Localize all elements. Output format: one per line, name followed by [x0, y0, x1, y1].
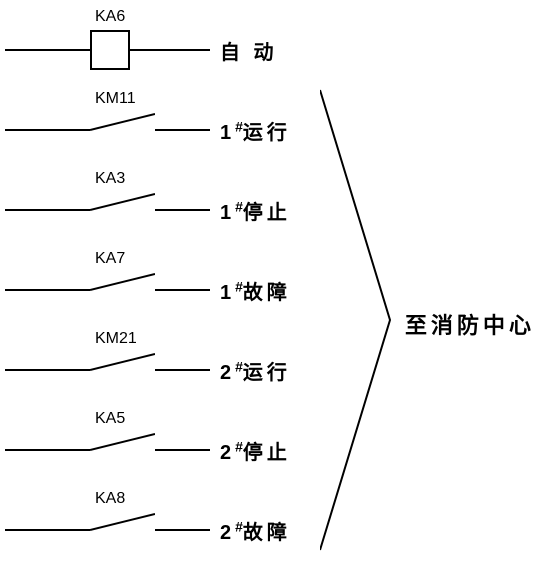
wire: [155, 289, 210, 291]
signal-prefix: 1: [220, 202, 235, 224]
wire: [155, 129, 210, 131]
signal-text: 停止: [243, 202, 291, 224]
signal-text: 停止: [243, 442, 291, 464]
wire: [5, 129, 90, 131]
wire: [5, 49, 90, 51]
signal-text: 运行: [243, 362, 291, 384]
wire: [5, 369, 90, 371]
signal-prefix: 1: [220, 282, 235, 304]
signal-label: 1#故障: [220, 276, 291, 305]
signal-prefix: 2: [220, 442, 235, 464]
output-label: 至消防中心: [405, 308, 535, 340]
signal-text: 自 动: [220, 42, 278, 64]
signal-superscript: #: [235, 278, 243, 294]
wire: [130, 49, 210, 51]
signal-prefix: 1: [220, 122, 235, 144]
signal-superscript: #: [235, 358, 243, 374]
device-label: KA3: [95, 170, 125, 188]
signal-text: 故障: [243, 282, 291, 304]
relay-coil-box: [90, 30, 130, 70]
device-label: KA7: [95, 250, 125, 268]
wire: [5, 209, 90, 211]
signal-prefix: 2: [220, 522, 235, 544]
signal-superscript: #: [235, 118, 243, 134]
signal-label: 自 动: [220, 36, 278, 65]
signal-text: 故障: [243, 522, 291, 544]
signal-label: 2#运行: [220, 356, 291, 385]
wire: [5, 289, 90, 291]
wire: [155, 209, 210, 211]
wire: [155, 369, 210, 371]
signal-label: 1#停止: [220, 196, 291, 225]
device-label: KM21: [95, 330, 137, 348]
signal-prefix: 2: [220, 362, 235, 384]
device-label: KA6: [95, 8, 125, 26]
wire: [155, 449, 210, 451]
schematic-canvas: KA6自 动KM111#运行KA31#停止KA71#故障KM212#运行KA52…: [0, 0, 551, 583]
signal-label: 2#停止: [220, 436, 291, 465]
signal-label: 2#故障: [220, 516, 291, 545]
signal-superscript: #: [235, 438, 243, 454]
output-bracket: [320, 85, 400, 555]
device-label: KA5: [95, 410, 125, 428]
device-label: KA8: [95, 490, 125, 508]
signal-superscript: #: [235, 198, 243, 214]
wire: [5, 449, 90, 451]
signal-text: 运行: [243, 122, 291, 144]
wire: [155, 529, 210, 531]
wire: [5, 529, 90, 531]
signal-label: 1#运行: [220, 116, 291, 145]
signal-superscript: #: [235, 518, 243, 534]
device-label: KM11: [95, 90, 136, 108]
